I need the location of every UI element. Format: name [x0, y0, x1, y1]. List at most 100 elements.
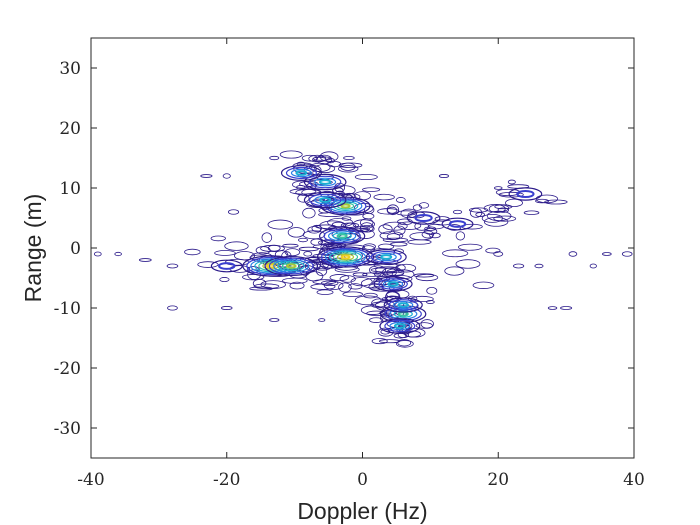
hotspot-contour — [308, 193, 342, 207]
contour-line — [568, 251, 578, 257]
contour-line — [397, 221, 422, 230]
contour-line — [114, 251, 122, 257]
hotspot-contour — [303, 173, 347, 191]
contour-line — [535, 194, 559, 204]
x-tick-label: -40 — [77, 470, 104, 490]
hotspot-contour — [380, 254, 393, 260]
tick-labels: -40 -20 0 20 40 -30 -20 -10 0 10 20 30 — [54, 59, 645, 490]
contour-line — [396, 263, 417, 273]
contour-line — [343, 155, 355, 161]
contour-line — [222, 173, 231, 179]
contour-line — [93, 251, 102, 257]
contour-line — [362, 187, 381, 192]
hotspot-contour — [328, 250, 363, 264]
contour-line — [261, 232, 273, 243]
contour-line — [494, 186, 503, 190]
contour-line — [360, 278, 387, 289]
contour-line — [310, 238, 324, 246]
contour-line — [424, 227, 438, 235]
contour-line — [315, 266, 328, 277]
contour-line — [298, 265, 315, 273]
hotspot-contour — [318, 179, 332, 185]
contour-line — [227, 209, 240, 215]
contour-line — [342, 291, 364, 298]
contour-line — [472, 281, 495, 289]
contour-line — [341, 216, 352, 221]
x-axis-label: Doppler (Hz) — [297, 498, 427, 524]
contour-line — [309, 162, 331, 172]
contour-line — [350, 277, 373, 287]
contour-line — [352, 272, 368, 277]
hotspot-contour — [210, 259, 243, 273]
contour-line — [307, 179, 333, 185]
contour-line — [301, 154, 319, 162]
hotspot-contour — [320, 247, 371, 267]
x-tick-label: 20 — [487, 470, 509, 490]
contour-line — [485, 247, 501, 254]
contour-line — [339, 275, 356, 283]
contour-line — [483, 203, 510, 213]
contour-line — [359, 224, 375, 233]
hotspot-contour — [382, 279, 404, 289]
contour-line — [387, 206, 398, 214]
contour-line — [297, 237, 309, 243]
contour-line — [426, 300, 435, 304]
contour-line — [420, 319, 434, 329]
contour-line — [390, 242, 408, 247]
contour-line — [369, 317, 384, 323]
contour-line — [363, 292, 378, 299]
contour-line — [415, 322, 433, 329]
hotspot-contour — [340, 254, 351, 260]
contour-line — [493, 251, 504, 257]
contour-line — [505, 198, 523, 208]
contour-line — [219, 277, 230, 283]
contour-line — [298, 246, 319, 252]
contour-line — [386, 233, 401, 240]
contour-line — [379, 339, 401, 344]
contour-line — [397, 218, 413, 226]
contour-line — [362, 272, 382, 277]
hotspot-contour — [406, 211, 441, 225]
contour-line — [167, 305, 178, 311]
contour-line — [312, 156, 332, 161]
contour-line — [318, 318, 326, 322]
hotspot-contour — [268, 257, 314, 275]
contour-line — [371, 338, 388, 345]
contour-line — [493, 215, 517, 222]
contour-line — [269, 318, 280, 322]
contour-line — [267, 219, 294, 230]
contour-line — [534, 263, 544, 269]
contour-line — [488, 204, 506, 213]
contour-line — [386, 268, 405, 277]
hotspot-contour — [375, 252, 397, 262]
hotspot-contour — [323, 228, 361, 244]
contour-line — [413, 273, 435, 278]
contour-line — [455, 259, 481, 269]
hotspot-contour — [397, 302, 409, 308]
y-tick-label: 20 — [59, 119, 81, 139]
hotspot-contour — [393, 323, 406, 329]
contour-line — [287, 227, 305, 238]
contour-line — [224, 241, 249, 251]
contour-line — [393, 225, 406, 236]
y-tick-label: 0 — [70, 239, 81, 259]
hotspot-contour — [336, 233, 348, 239]
hotspot-contour — [393, 300, 414, 310]
contour-line — [421, 230, 435, 239]
hotspot-contour — [285, 166, 317, 180]
contour-line — [200, 174, 213, 178]
contour-line — [368, 283, 384, 291]
hotspot-contour — [264, 256, 319, 277]
contour-line — [457, 243, 483, 251]
contour-line — [375, 300, 396, 311]
y-axis-label: Range (m) — [20, 194, 46, 303]
contour-line — [354, 295, 382, 306]
hotspot-contour — [373, 276, 413, 292]
hotspot-contour — [365, 249, 407, 265]
contour-line — [354, 173, 378, 180]
hotspot-contour — [336, 253, 355, 261]
y-tick-label: 30 — [59, 59, 81, 79]
contour-line — [311, 224, 323, 232]
contour-line — [331, 221, 345, 228]
contour-line — [407, 239, 432, 245]
